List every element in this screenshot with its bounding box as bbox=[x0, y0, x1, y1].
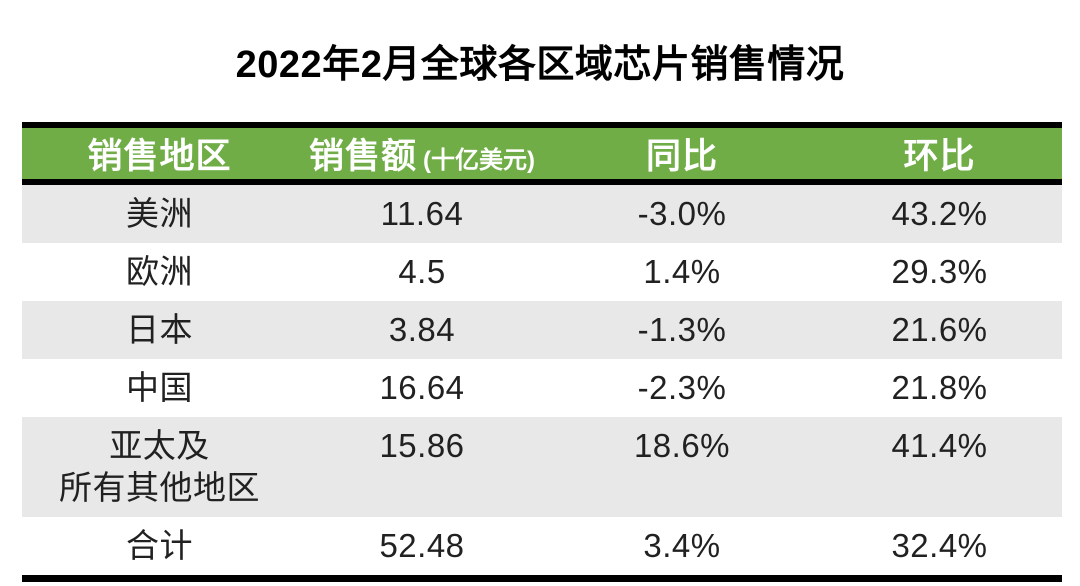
page-title: 2022年2月全球各区域芯片销售情况 bbox=[235, 44, 845, 86]
cell-yoy: -2.3% bbox=[637, 369, 727, 406]
column-header-yoy: 同比 bbox=[547, 122, 817, 185]
cell-mom: 21.6% bbox=[891, 311, 988, 348]
cell-yoy: -3.0% bbox=[637, 195, 727, 232]
table-body: 美洲 11.64 -3.0% 43.2% 欧洲 4.5 1.4% 29.3% 日… bbox=[22, 182, 1062, 582]
cell-sales: 4.5 bbox=[398, 253, 446, 290]
cell-region: 中国 bbox=[126, 369, 193, 406]
cell-sales: 15.86 bbox=[379, 427, 465, 464]
column-header-region: 销售地区 bbox=[22, 122, 297, 185]
column-header-mom-label: 环比 bbox=[903, 137, 976, 176]
cell-region: 日本 bbox=[126, 311, 193, 348]
cell-mom: 43.2% bbox=[891, 195, 988, 232]
column-header-yoy-label: 同比 bbox=[645, 137, 718, 176]
table-header-row: 销售地区 销售额 (十亿美元) 同比 环比 bbox=[22, 122, 1062, 185]
column-header-region-label: 销售地区 bbox=[87, 137, 232, 176]
cell-sales: 3.84 bbox=[388, 311, 456, 348]
cell-sales: 52.48 bbox=[297, 517, 547, 582]
cell-yoy: 3.4% bbox=[547, 517, 817, 582]
cell-region: 合计 bbox=[22, 517, 297, 582]
table-row: 合计 52.48 3.4% 32.4% bbox=[22, 517, 1062, 582]
cell-mom: 32.4% bbox=[817, 517, 1062, 582]
cell-region: 美洲 bbox=[126, 195, 193, 232]
cell-yoy: -1.3% bbox=[637, 311, 727, 348]
cell-region: 亚太及 所有其他地区 bbox=[59, 427, 260, 506]
column-header-sales-label: 销售额 bbox=[309, 137, 418, 176]
cell-sales: 11.64 bbox=[380, 195, 464, 232]
cell-yoy: 18.6% bbox=[633, 427, 731, 464]
column-header-sales: 销售额 (十亿美元) bbox=[297, 122, 547, 185]
table-row: 日本 3.84 -1.3% 21.6% bbox=[22, 301, 1062, 359]
cell-sales: 16.64 bbox=[379, 369, 465, 406]
cell-mom: 41.4% bbox=[891, 427, 988, 464]
table-row: 中国 16.64 -2.3% 21.8% bbox=[22, 359, 1062, 417]
table-row: 美洲 11.64 -3.0% 43.2% bbox=[22, 182, 1062, 243]
cell-mom: 29.3% bbox=[891, 253, 988, 290]
table-row: 欧洲 4.5 1.4% 29.3% bbox=[22, 243, 1062, 301]
cell-mom: 21.8% bbox=[891, 369, 988, 406]
column-header-mom: 环比 bbox=[817, 122, 1062, 185]
column-header-sales-unit: (十亿美元) bbox=[423, 147, 535, 174]
cell-yoy: 1.4% bbox=[643, 253, 721, 290]
table-row: 亚太及 所有其他地区 15.86 18.6% 41.4% bbox=[22, 417, 1062, 517]
sales-table: 销售地区 销售额 (十亿美元) 同比 环比 美洲 11.64 -3.0% 43.2… bbox=[22, 122, 1062, 582]
cell-region: 欧洲 bbox=[126, 253, 193, 290]
